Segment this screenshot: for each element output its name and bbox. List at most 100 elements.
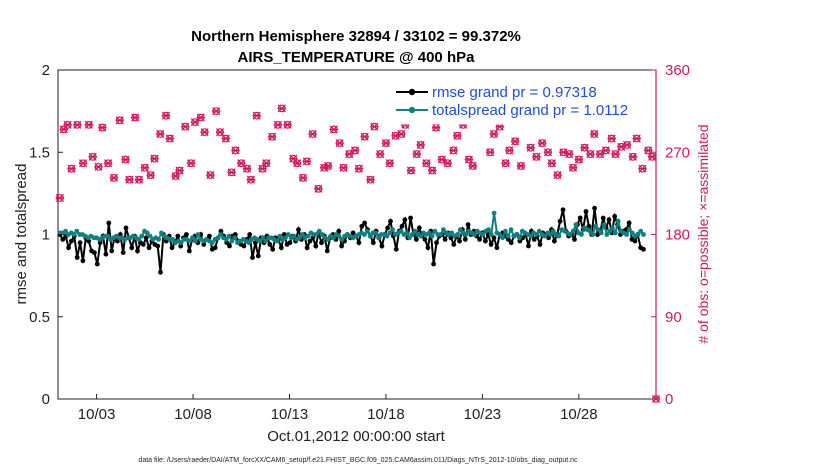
rmse-point — [270, 246, 276, 252]
rmse-point — [465, 222, 471, 228]
y-axis-label: rmse and totalspread — [13, 164, 30, 305]
totalspread-point — [556, 233, 562, 239]
obs-assimilated-marker — [221, 134, 231, 143]
totalspread-point — [503, 228, 508, 234]
totalspread-point — [156, 237, 162, 242]
rmse-point — [350, 230, 356, 236]
obs-assimilated-marker — [175, 166, 184, 175]
obs-assimilated-marker — [489, 129, 499, 139]
obs-assimilated-marker — [443, 159, 452, 168]
totalspread-point — [486, 227, 491, 233]
obs-count-point — [370, 122, 379, 131]
rmse-point — [592, 205, 597, 211]
obs-assimilated-marker — [628, 152, 638, 161]
obs-assimilated-marker — [262, 159, 271, 168]
rmse-point — [416, 225, 422, 231]
obs-assimilated-marker — [211, 107, 221, 116]
totalspread-point — [418, 233, 424, 239]
obs-count-point — [121, 155, 130, 164]
totalspread-point — [364, 228, 370, 234]
totalspread-point — [497, 232, 503, 237]
rmse-point — [483, 238, 488, 244]
y-tick-label: 1.5 — [29, 144, 50, 161]
x-tick-label: 10/18 — [367, 406, 405, 423]
rmse-point — [402, 217, 408, 223]
rmse-point — [356, 240, 362, 246]
rmse-point — [307, 238, 313, 244]
y2-tick-label: 360 — [665, 62, 690, 79]
chart-title-line2: AIRS_TEMPERATURE @ 400 hPa — [238, 49, 476, 66]
totalspread-point — [407, 235, 412, 241]
totalspread-point — [387, 230, 393, 236]
x-tick-label: 10/28 — [560, 406, 598, 423]
rmse-point — [336, 228, 342, 234]
obs-assimilated-marker — [416, 140, 425, 149]
rmse-point — [60, 237, 66, 242]
obs-count-point — [397, 129, 406, 139]
rmse-point — [370, 240, 376, 246]
obs-count-point — [354, 164, 364, 173]
rmse-point — [379, 243, 385, 249]
rmse-point — [526, 243, 531, 249]
obs-count-point — [335, 139, 344, 148]
x-tick-label: 10/08 — [174, 406, 212, 423]
totalspread-point — [277, 233, 283, 239]
totalspread-point — [147, 233, 153, 239]
rmse-point — [175, 233, 181, 239]
obs-assimilated-marker — [186, 159, 196, 168]
obs-count-point — [308, 129, 317, 139]
obs-assimilated-marker — [125, 175, 134, 184]
obs-count-point — [221, 134, 231, 143]
obs-count-point — [428, 166, 437, 175]
obs-count-point — [186, 159, 196, 168]
obs-assimilated-marker — [485, 148, 495, 157]
data-file-footnote: data file: /Users/raeder/DAI/ATM_forcXX/… — [138, 457, 578, 464]
chart-title-line1: Northern Hemisphere 32894 / 33102 = 99.3… — [191, 28, 521, 45]
obs-count-point — [406, 166, 416, 175]
rmse-point — [422, 237, 428, 242]
obs-assimilated-marker — [516, 161, 526, 171]
rmse-point — [612, 214, 618, 219]
obs-count-point — [360, 132, 369, 141]
obs-count-point — [443, 159, 452, 168]
rmse-point — [462, 237, 468, 242]
rmse-point — [557, 218, 563, 224]
obs-count-point — [206, 171, 215, 180]
obs-count-point — [125, 175, 134, 184]
rmse-point — [169, 245, 175, 251]
totalspread-point — [441, 227, 446, 233]
rmse-point — [457, 238, 462, 244]
rmse-point — [451, 242, 457, 247]
totalspread-point — [573, 222, 579, 228]
obs-assimilated-marker — [428, 166, 437, 175]
obs-count-point — [385, 159, 394, 168]
obs-assimilated-marker — [98, 123, 107, 132]
obs-assimilated-marker — [510, 137, 520, 146]
obs-count-point — [323, 161, 333, 171]
obs-count-point — [302, 157, 312, 166]
obs-count-point — [628, 152, 638, 161]
totalspread-point — [429, 233, 435, 239]
obs-assimilated-marker — [115, 116, 124, 125]
totalspread-point — [274, 238, 280, 244]
x-tick-label: 10/23 — [464, 406, 502, 423]
obs-count-point — [537, 139, 547, 148]
rmse-point — [431, 261, 436, 267]
rmse-point — [278, 245, 284, 251]
obs-count-point — [84, 120, 94, 129]
obs-count-point — [196, 113, 205, 122]
obs-assimilated-marker — [354, 164, 364, 173]
y2-tick-label: 90 — [665, 309, 682, 326]
obs-count-point — [568, 163, 578, 172]
x-tick-label: 10/13 — [271, 406, 309, 423]
totalspread-point — [283, 235, 288, 241]
totalspread-point — [596, 227, 601, 233]
totalspread-point — [226, 233, 232, 239]
totalspread-point — [63, 228, 68, 234]
totalspread-point — [455, 232, 460, 237]
totalspread-point — [195, 232, 201, 237]
obs-assimilated-marker — [298, 173, 308, 182]
totalspread-point — [325, 237, 331, 242]
totalspread-point — [257, 238, 263, 244]
